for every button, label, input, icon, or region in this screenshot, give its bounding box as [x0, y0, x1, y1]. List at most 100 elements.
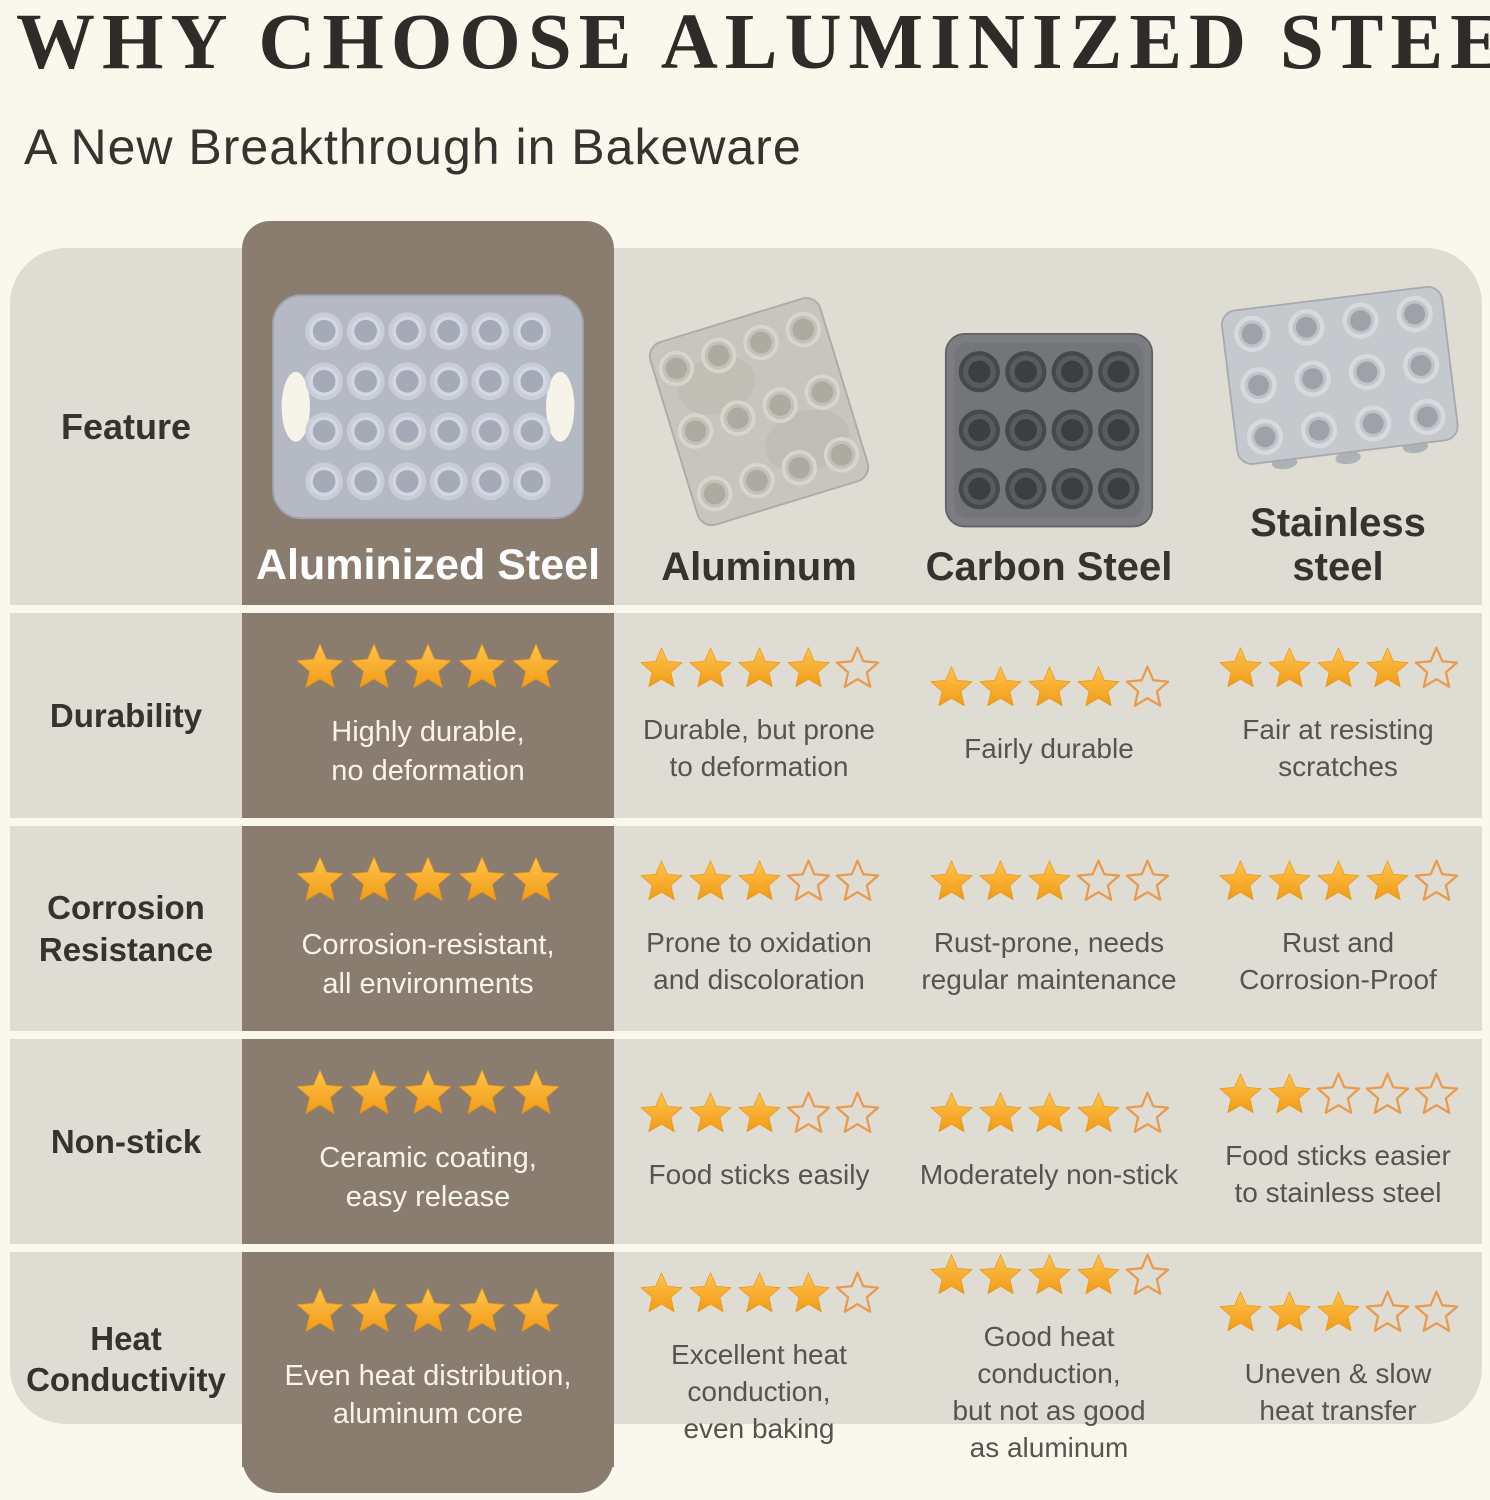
star-filled-icon: [640, 860, 682, 901]
star-filled-icon: [738, 1091, 780, 1132]
column-label: Stainless steel: [1250, 501, 1426, 589]
muffin-pan-24-cup-aluminized-icon: [272, 294, 584, 520]
star-filled-icon: [1219, 647, 1261, 688]
muffin-pan-12-cup-stainless-steel-icon: [1221, 285, 1459, 470]
feature-label: Durability: [49, 696, 203, 734]
star-filled-icon: [930, 1254, 972, 1295]
star-filled-icon: [979, 1254, 1021, 1295]
rating-note: Food sticks easily: [648, 1158, 870, 1190]
column-header-cell: Carbon Steel: [904, 248, 1194, 605]
rating-note: Excellent heat conduction, even baking: [671, 1339, 847, 1445]
rating-stars: [639, 858, 880, 903]
star-outline-icon: [835, 1091, 879, 1133]
star-outline-icon: [1365, 1290, 1409, 1332]
star-filled-icon: [640, 647, 682, 688]
star-filled-icon: [350, 1069, 398, 1115]
column-label: Aluminized Steel: [255, 540, 601, 589]
rating-cell: Fair at resisting scratches: [1194, 613, 1482, 818]
star-filled-icon: [1028, 665, 1070, 706]
star-filled-icon: [930, 1091, 972, 1132]
rating-cell: Good heat conduction, but not as good as…: [904, 1252, 1194, 1467]
rating-stars: [295, 1285, 561, 1335]
star-filled-icon: [296, 856, 344, 902]
star-outline-icon: [786, 1091, 830, 1133]
star-filled-icon: [1219, 1073, 1261, 1114]
rating-cell: Moderately non-stick: [904, 1039, 1194, 1244]
rating-note: Rust and Corrosion-Proof: [1239, 927, 1437, 995]
star-outline-icon: [1076, 859, 1120, 901]
star-filled-icon: [738, 860, 780, 901]
rating-cell: Corrosion-resistant, all environments: [242, 826, 614, 1031]
rating-cell: Fairly durable: [904, 613, 1194, 818]
star-filled-icon: [689, 860, 731, 901]
star-filled-icon: [458, 856, 506, 902]
star-filled-icon: [1028, 1091, 1070, 1132]
star-filled-icon: [404, 856, 452, 902]
column-header-cell: Aluminized Steel: [242, 248, 614, 605]
star-filled-icon: [404, 1069, 452, 1115]
rating-stars: [1218, 858, 1459, 903]
table-row-heat-conductivity: Heat Conductivity Even heat distribution,…: [10, 1252, 1482, 1467]
star-filled-icon: [458, 643, 506, 689]
rating-note: Moderately non-stick: [919, 1158, 1179, 1190]
star-filled-icon: [350, 643, 398, 689]
star-filled-icon: [296, 1069, 344, 1115]
star-filled-icon: [979, 665, 1021, 706]
column-header-cell: Aluminum: [614, 248, 904, 605]
star-filled-icon: [738, 647, 780, 688]
star-outline-icon: [835, 646, 879, 688]
rating-stars: [295, 641, 561, 691]
rating-cell: Highly durable, no deformation: [242, 613, 614, 818]
rating-note: Fair at resisting scratches: [1242, 714, 1434, 782]
rating-note: Uneven & slow heat transfer: [1244, 1357, 1432, 1426]
rating-cell: Food sticks easily: [614, 1039, 904, 1244]
rating-stars: [929, 858, 1170, 903]
rating-note: Good heat conduction, but not as good as…: [952, 1321, 1146, 1463]
rating-note: Prone to oxidation and discoloration: [646, 927, 872, 995]
star-filled-icon: [640, 1272, 682, 1313]
column-label: Carbon Steel: [925, 545, 1173, 589]
feature-header-cell: Feature: [10, 248, 242, 605]
star-filled-icon: [1317, 647, 1359, 688]
rating-note: Even heat distribution, aluminum core: [284, 1360, 572, 1431]
rating-stars: [639, 645, 880, 690]
rating-stars: [929, 1090, 1170, 1135]
rating-cell: Uneven & slow heat transfer: [1194, 1252, 1482, 1467]
rating-stars: [639, 1270, 880, 1315]
rating-cell: Ceramic coating, easy release: [242, 1039, 614, 1244]
rating-note: Fairly durable: [964, 732, 1134, 764]
star-filled-icon: [350, 1287, 398, 1332]
page-title: WHY CHOOSE ALUMINIZED STEEL?: [16, 0, 1490, 86]
feature-label: Heat Conductivity: [26, 1320, 226, 1399]
star-filled-icon: [1366, 647, 1408, 688]
star-filled-icon: [458, 1287, 506, 1332]
feature-header-label: Feature: [60, 405, 192, 447]
feature-label: Corrosion Resistance: [38, 889, 214, 968]
star-filled-icon: [1366, 860, 1408, 901]
star-outline-icon: [1365, 1072, 1409, 1114]
star-filled-icon: [1268, 860, 1310, 901]
star-filled-icon: [1028, 1254, 1070, 1295]
star-filled-icon: [787, 1272, 829, 1313]
star-filled-icon: [350, 856, 398, 902]
star-filled-icon: [1268, 1073, 1310, 1114]
rating-note: Rust-prone, needs regular maintenance: [921, 927, 1177, 995]
table-row-durability: Durability Highly durable, no deformation…: [10, 613, 1482, 818]
rating-stars: [295, 1067, 561, 1117]
star-filled-icon: [930, 665, 972, 706]
star-filled-icon: [1028, 860, 1070, 901]
rating-stars: [1218, 645, 1459, 690]
star-filled-icon: [512, 643, 560, 689]
star-filled-icon: [1268, 1291, 1310, 1332]
star-outline-icon: [1316, 1072, 1360, 1114]
rating-cell: Even heat distribution, aluminum core: [242, 1252, 614, 1467]
table-row-non-stick: Non-stick Ceramic coating, easy release Fo…: [10, 1039, 1482, 1244]
star-filled-icon: [689, 1272, 731, 1313]
muffin-pan-12-cup-aluminum-icon: [648, 296, 870, 526]
rating-stars: [929, 664, 1170, 709]
star-outline-icon: [1414, 859, 1458, 901]
table-row-corrosion-resistance: Corrosion Resistance Corrosion-resistant,…: [10, 826, 1482, 1031]
rating-cell: Prone to oxidation and discoloration: [614, 826, 904, 1031]
star-filled-icon: [689, 1091, 731, 1132]
